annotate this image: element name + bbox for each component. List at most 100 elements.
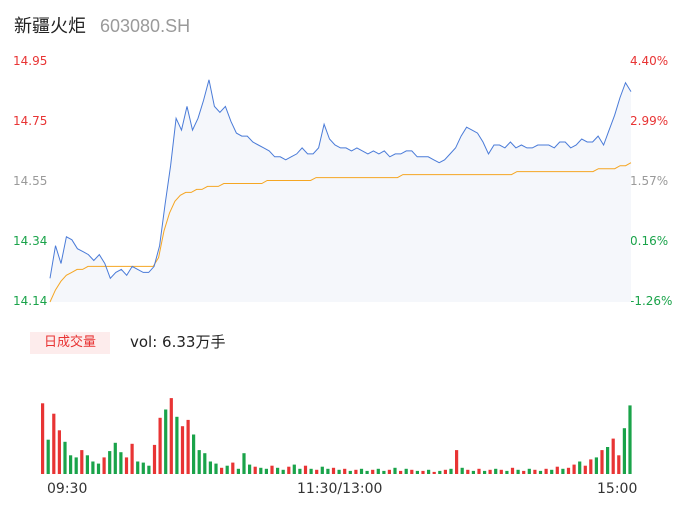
volume-bar (449, 468, 453, 474)
volume-bar (102, 457, 106, 474)
volume-bar (270, 465, 274, 474)
volume-bar (208, 461, 212, 474)
volume-bar (354, 469, 358, 474)
volume-bar (561, 468, 565, 474)
volume-bar (119, 452, 123, 474)
volume-bar (46, 439, 50, 474)
volume-bar (505, 470, 509, 474)
volume-bar (141, 462, 145, 474)
right-tick-1: 2.99% (630, 114, 669, 128)
volume-bar (281, 469, 285, 474)
volume-bar (303, 465, 308, 474)
volume-bar (550, 469, 554, 474)
volume-bar (427, 469, 431, 474)
volume-bar (371, 469, 375, 474)
volume-bar (186, 419, 190, 474)
volume-bar (192, 434, 196, 474)
volume-bar (180, 426, 185, 474)
volume-bar (231, 462, 235, 474)
volume-bar (566, 467, 571, 474)
volume-bar (242, 453, 246, 474)
volume-bar (460, 467, 464, 474)
volume-bar (387, 469, 391, 474)
volume-bar (600, 450, 604, 474)
volume-bar (594, 457, 598, 474)
average-price-line (49, 162, 632, 303)
volume-bar (533, 469, 537, 474)
volume-bar (348, 470, 352, 474)
volume-bar (438, 470, 442, 474)
price-line (49, 79, 632, 280)
volume-bar (404, 468, 408, 474)
volume-bar (421, 470, 425, 474)
volume-bar (365, 470, 369, 474)
volume-bar (359, 468, 364, 474)
volume-bar (343, 468, 347, 474)
volume-bar (617, 455, 621, 474)
volume-bar (606, 447, 610, 474)
volume-bar (455, 450, 459, 474)
volume-bar (136, 461, 140, 474)
stock-name: 新疆火炬 (14, 16, 86, 37)
volume-bar (578, 461, 582, 474)
volume-bar (158, 417, 162, 474)
volume-bar (544, 468, 548, 474)
volume-bar (589, 459, 593, 474)
left-tick-3: 14.34 (13, 234, 48, 248)
volume-bar (382, 470, 386, 474)
volume-bar (74, 457, 78, 474)
volume-bar (113, 442, 117, 474)
volume-bar (510, 467, 515, 474)
volume-bar (292, 464, 296, 474)
volume-bar (248, 464, 252, 474)
volume-bar (527, 468, 531, 474)
volume-bar (555, 466, 559, 474)
volume-bar (259, 467, 263, 474)
volume-bar (471, 470, 475, 474)
volume-bar (466, 469, 470, 474)
left-tick-4: 14.14 (13, 294, 48, 308)
volume-bar (443, 469, 447, 474)
volume-bar (516, 469, 520, 474)
volume-bar (175, 416, 179, 474)
volume-tab[interactable]: 日成交量 (30, 332, 110, 354)
volume-bar (583, 465, 587, 474)
volume-bar (337, 469, 341, 474)
volume-bar (220, 467, 224, 474)
volume-bar (376, 468, 380, 474)
volume-bar (622, 428, 626, 474)
volume-bar (276, 467, 280, 474)
volume-bar (264, 468, 268, 474)
volume-bar (130, 443, 134, 474)
volume-bar (483, 470, 487, 474)
volume-bar (69, 455, 73, 474)
volume-bar (214, 463, 218, 474)
time-tick-mid: 11:30/13:00 (297, 481, 383, 497)
volume-bar (253, 466, 257, 474)
volume-bar (169, 398, 173, 474)
volume-bar (628, 405, 632, 474)
volume-bar (494, 468, 498, 474)
volume-bar (611, 438, 615, 474)
volume-value: vol: 6.33万手 (130, 333, 226, 351)
volume-bar (315, 469, 319, 474)
volume-bar (477, 468, 481, 474)
volume-bar (91, 461, 95, 474)
volume-bar (57, 430, 61, 474)
volume-bar (96, 463, 101, 474)
volume-bar (63, 441, 67, 474)
left-tick-2: 14.55 (13, 174, 48, 188)
volume-bar (52, 413, 56, 474)
time-tick-close: 15:00 (597, 481, 638, 497)
volume-bar (108, 451, 112, 474)
left-tick-1: 14.75 (13, 114, 48, 128)
volume-bar (309, 468, 313, 474)
right-tick-4: -1.26% (630, 294, 673, 308)
volume-bar (152, 444, 157, 474)
stock-header: 新疆火炬 603080.SH (14, 12, 190, 40)
stock-code: 603080.SH (100, 16, 191, 36)
right-tick-0: 4.40% (630, 54, 669, 68)
left-tick-0: 14.95 (13, 54, 48, 68)
volume-bar (393, 467, 397, 474)
